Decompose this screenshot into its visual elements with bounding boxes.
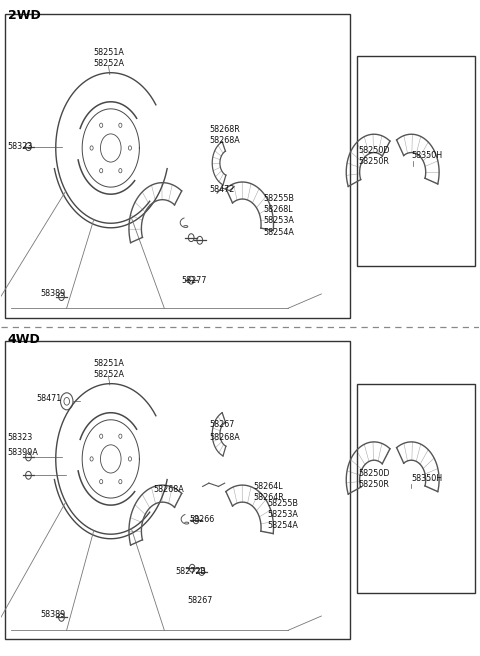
Text: 58264L
58264R: 58264L 58264R (253, 482, 284, 502)
Text: 58250D
58250R: 58250D 58250R (359, 146, 390, 166)
Text: 58323: 58323 (8, 433, 33, 442)
Text: 2WD: 2WD (8, 9, 41, 22)
Text: 58272B: 58272B (175, 567, 206, 576)
Text: 58472: 58472 (210, 185, 235, 194)
Text: 58266: 58266 (190, 516, 215, 524)
Text: 58255B
58268L
58253A
58254A: 58255B 58268L 58253A 58254A (263, 194, 294, 237)
Text: 58268A: 58268A (210, 434, 240, 443)
Text: 58250D
58250R: 58250D 58250R (359, 468, 390, 489)
Text: 58251A
58252A: 58251A 58252A (93, 359, 124, 379)
Bar (357, 56, 475, 266)
Text: 58389: 58389 (40, 609, 65, 619)
Text: 58251A
58252A: 58251A 58252A (93, 49, 124, 68)
Text: 58471: 58471 (36, 394, 62, 403)
Text: 58399A: 58399A (8, 448, 39, 457)
Text: 58255B
58253A
58254A: 58255B 58253A 58254A (268, 499, 299, 530)
Text: 58389: 58389 (40, 289, 65, 298)
Text: 58267: 58267 (187, 596, 213, 605)
Bar (5, 14, 350, 318)
Text: 58350H: 58350H (411, 152, 443, 160)
Text: 4WD: 4WD (8, 333, 41, 346)
Text: 58268A: 58268A (153, 485, 184, 494)
Bar (357, 384, 475, 593)
Text: 58267: 58267 (210, 420, 235, 430)
Text: 58268R
58268A: 58268R 58268A (209, 125, 240, 145)
Bar (5, 341, 350, 639)
Text: 58277: 58277 (181, 276, 206, 285)
Text: 58350H: 58350H (411, 474, 443, 483)
Text: 58323: 58323 (8, 142, 33, 150)
